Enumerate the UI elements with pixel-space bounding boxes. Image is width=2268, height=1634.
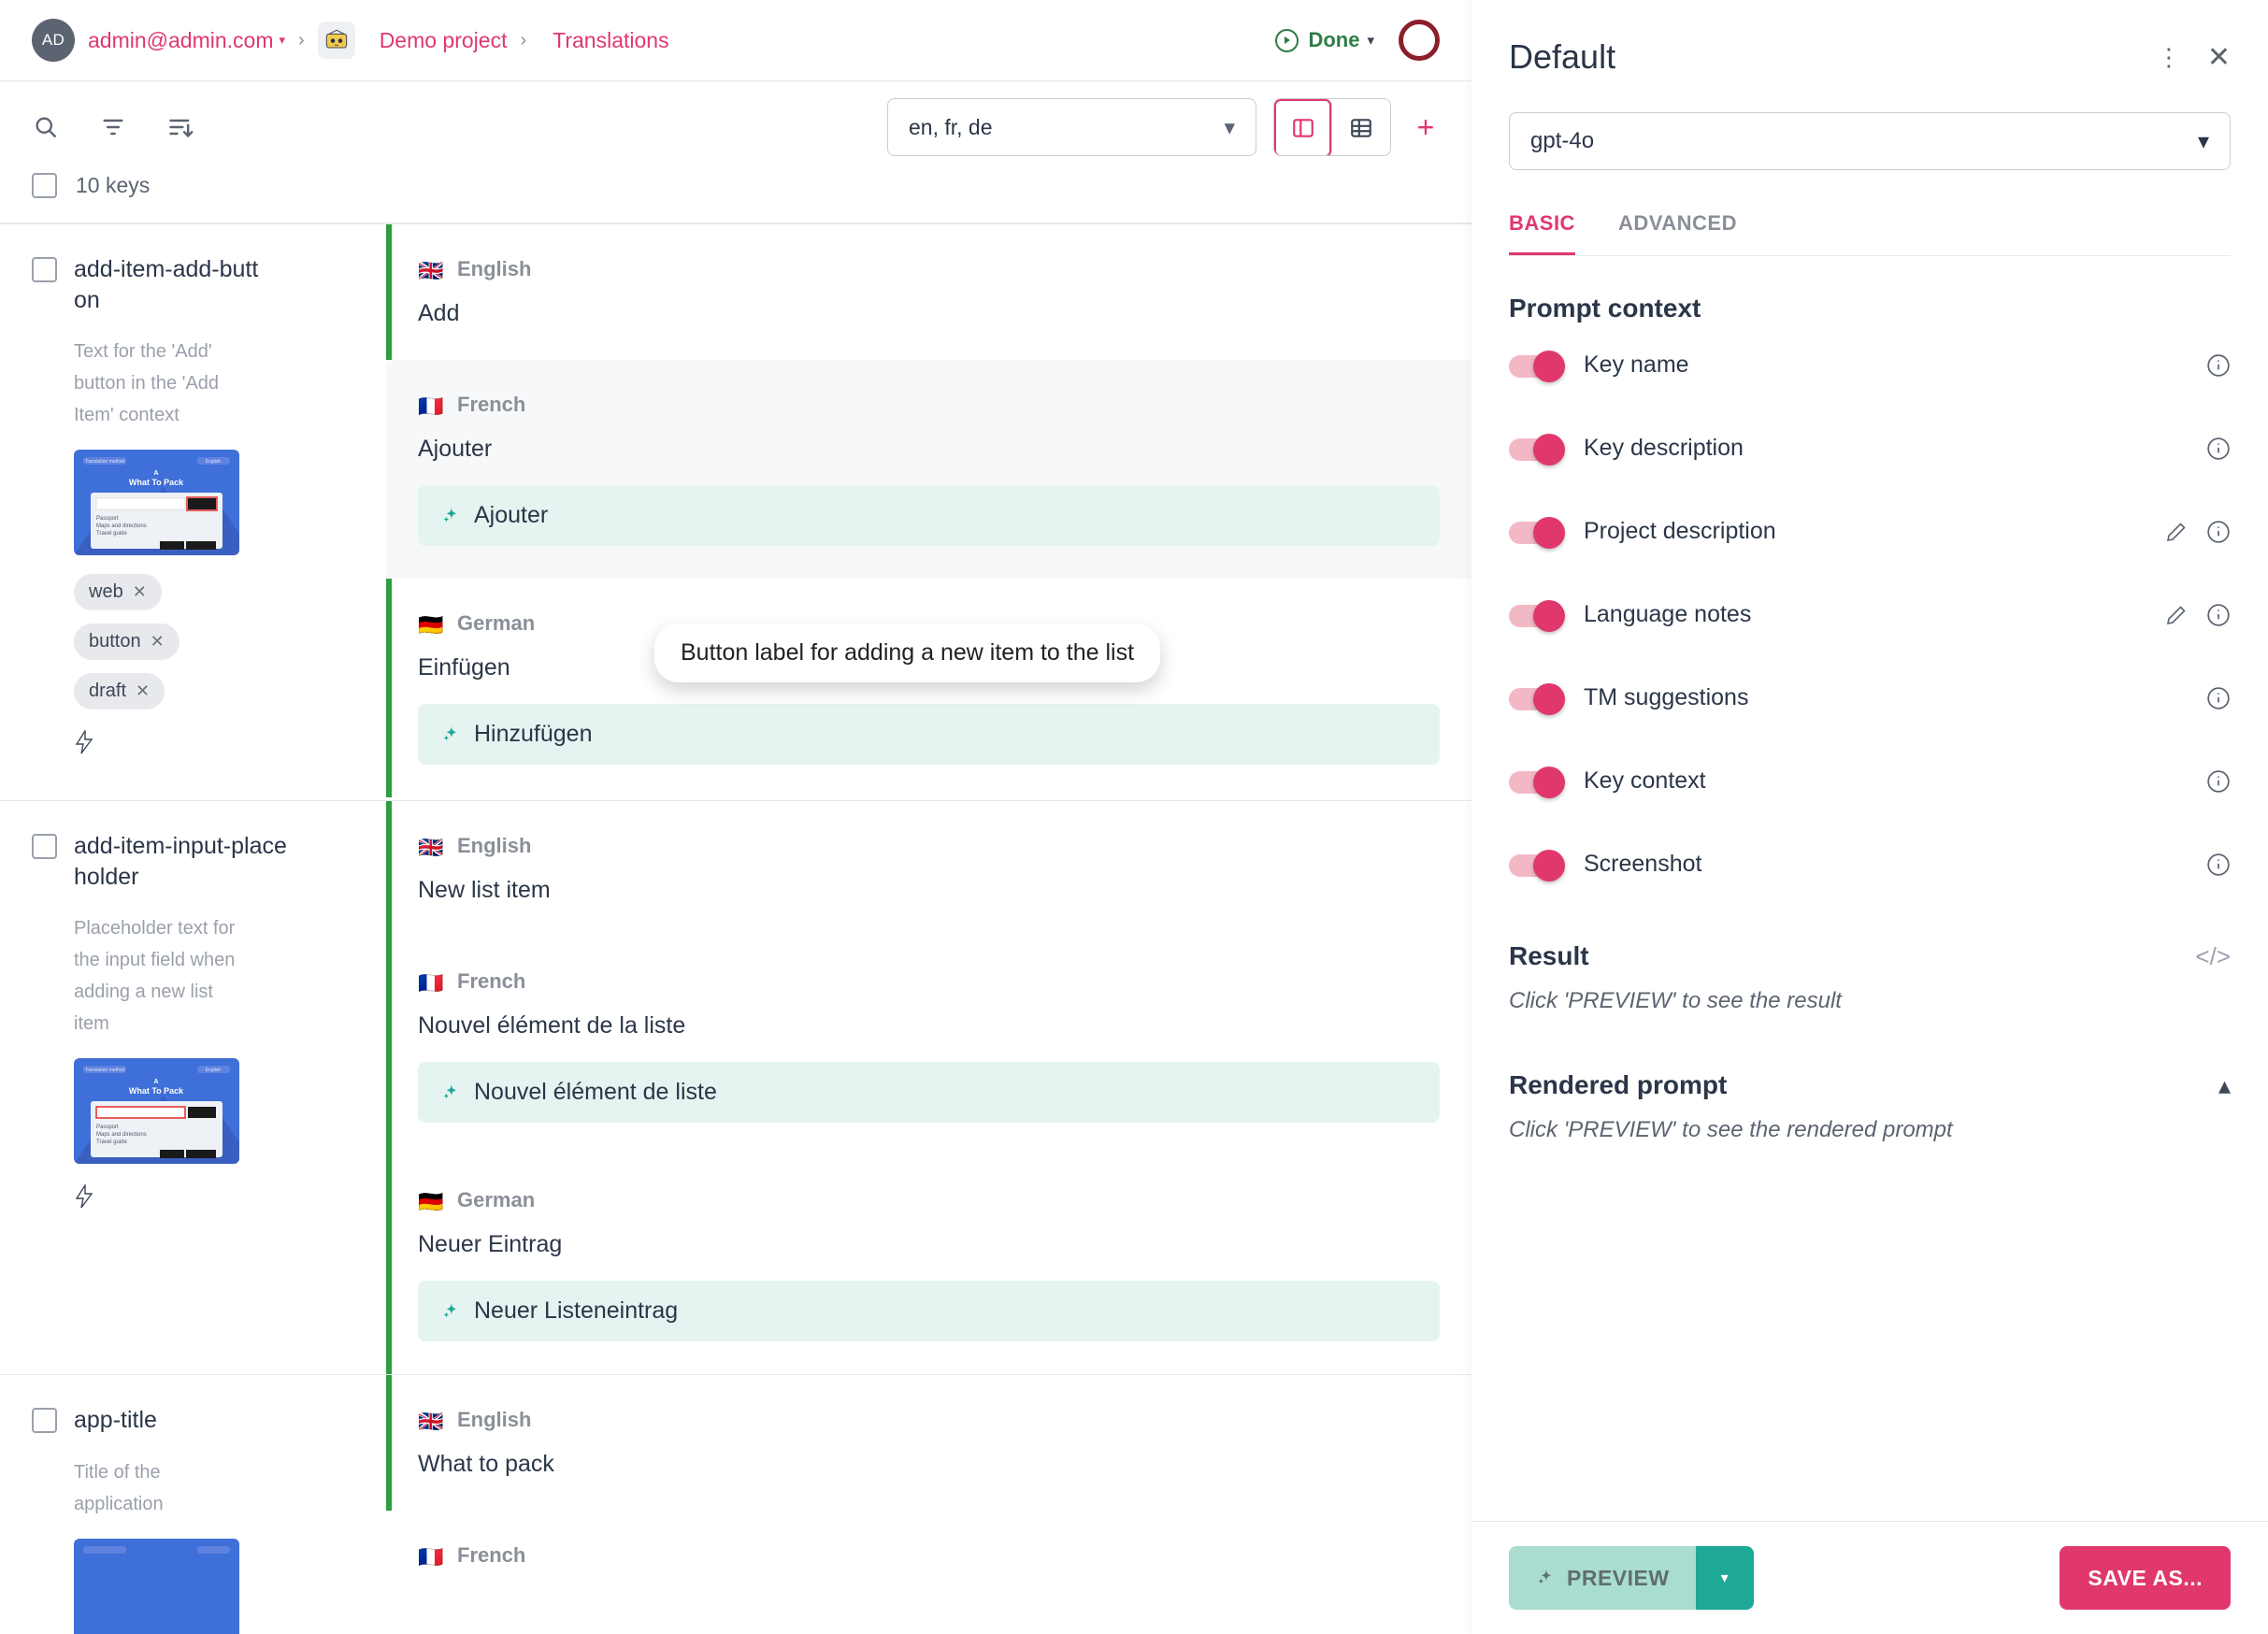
svg-text:Translation method: Translation method: [85, 459, 125, 465]
svg-text:What To Pack: What To Pack: [129, 478, 184, 487]
svg-text:Translation method: Translation method: [85, 1068, 125, 1073]
svg-text:Maps and directions: Maps and directions: [96, 523, 147, 529]
svg-text:A: A: [153, 1079, 158, 1085]
svg-text:A: A: [153, 470, 158, 477]
svg-text:Maps and directions: Maps and directions: [96, 1132, 147, 1138]
svg-text:English: English: [206, 1068, 222, 1073]
svg-text:English: English: [206, 459, 222, 465]
svg-text:Travel guide: Travel guide: [96, 531, 127, 537]
svg-text:Passport: Passport: [96, 1125, 119, 1130]
svg-text:Travel guide: Travel guide: [96, 1140, 127, 1145]
svg-text:Passport: Passport: [96, 516, 119, 522]
svg-text:What To Pack: What To Pack: [129, 1086, 184, 1096]
